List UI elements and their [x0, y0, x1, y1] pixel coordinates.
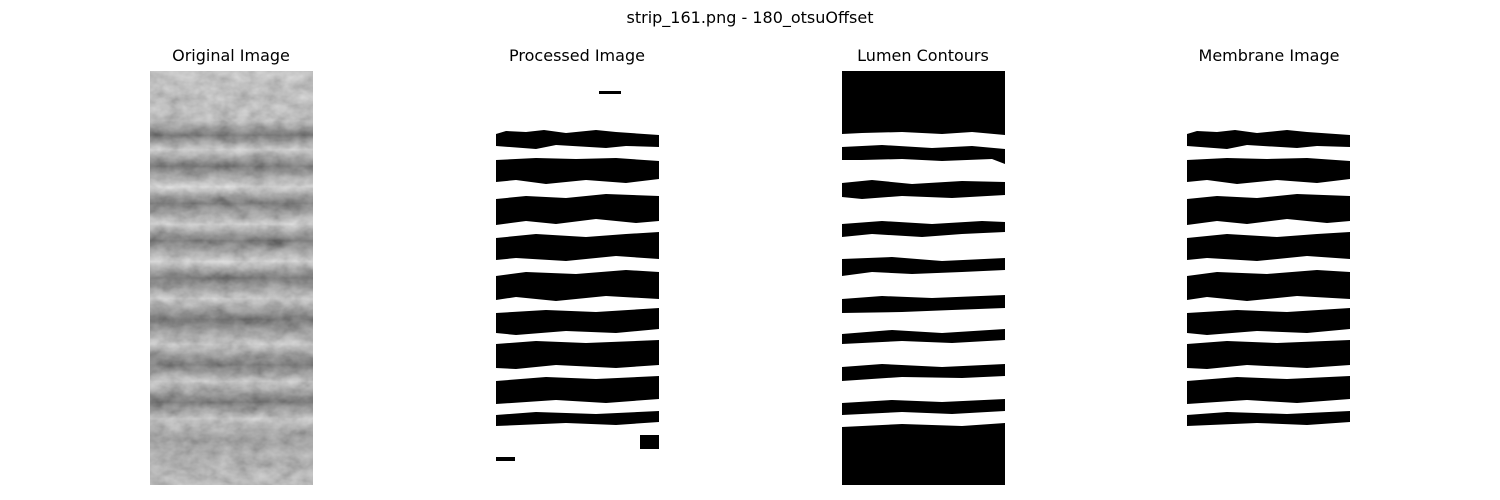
- membrane-image: [1187, 71, 1350, 485]
- title-lumen-contours: Lumen Contours: [857, 46, 989, 65]
- lumen-contours: [842, 71, 1005, 485]
- title-processed-image: Processed Image: [509, 46, 645, 65]
- original-image: [150, 71, 313, 485]
- processed-image: [496, 71, 659, 485]
- figure-suptitle: strip_161.png - 180_otsuOffset: [626, 8, 874, 27]
- title-original-image: Original Image: [172, 46, 290, 65]
- title-membrane-image: Membrane Image: [1198, 46, 1340, 65]
